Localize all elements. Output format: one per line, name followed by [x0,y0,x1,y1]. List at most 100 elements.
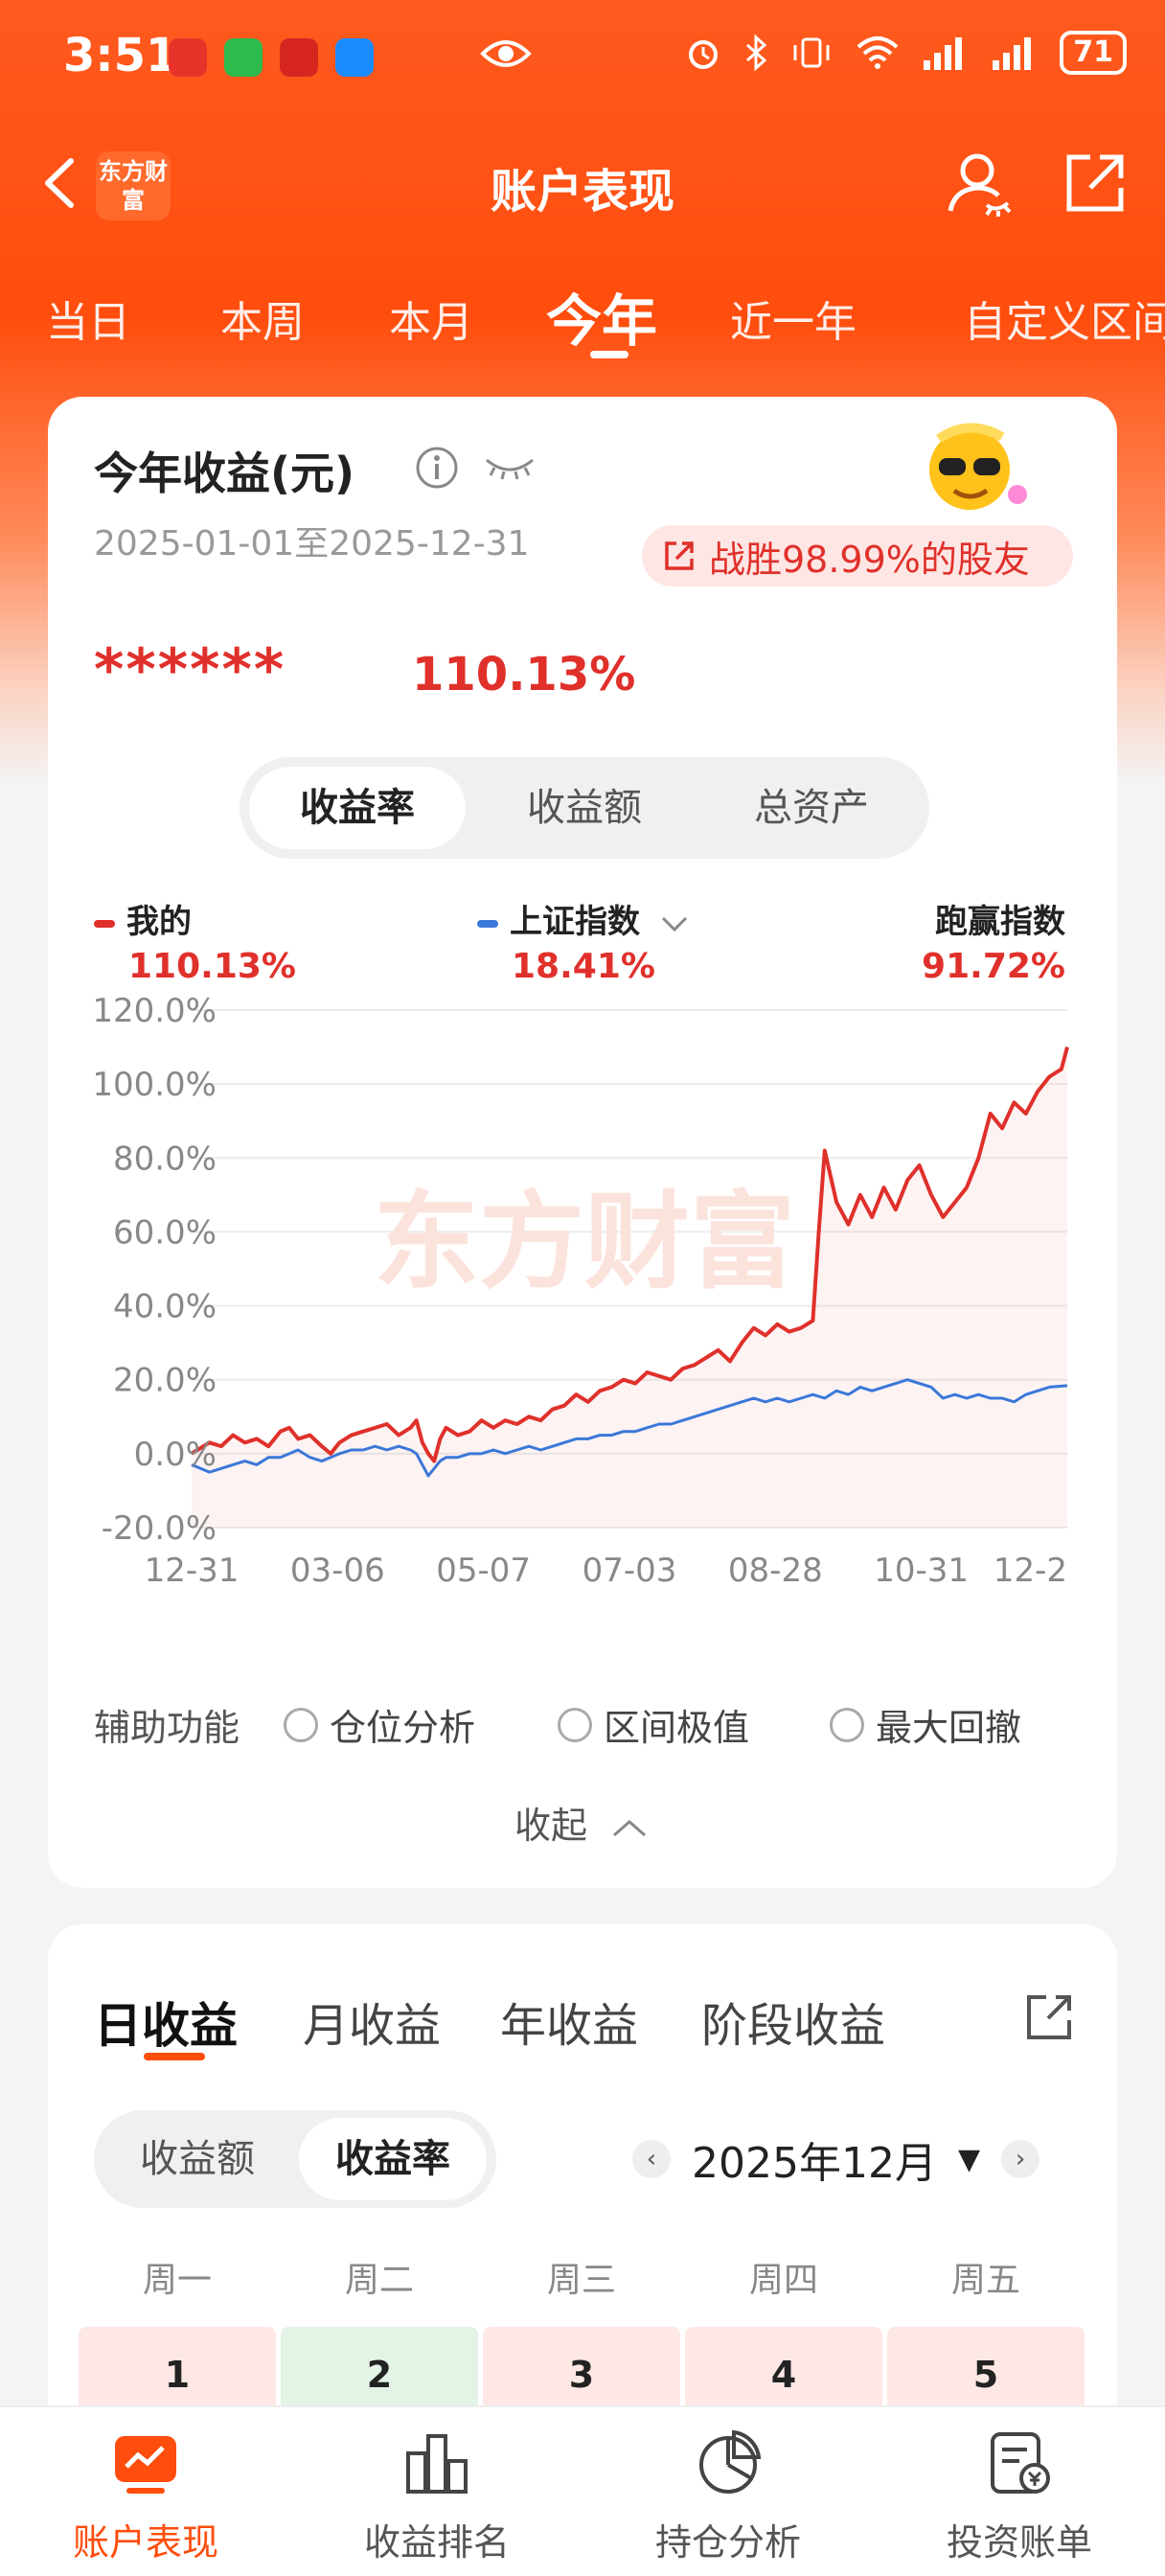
metric-tab-total-assets[interactable]: 总资产 [754,786,869,830]
y-tick-label: 0.0% [134,1436,217,1474]
chart-x-ticks: 12-31 03-06 05-07 07-03 08-28 10-31 12-2 [145,1552,1067,1590]
chart-watermark: 东方财富 [374,1181,795,1303]
search-app-icon [335,38,374,77]
wifi-icon [857,36,899,69]
brand-logo-text: 东方财富 [99,158,168,214]
y-tick-label: -20.0% [102,1509,217,1548]
eye-icon [480,40,532,67]
tab-this-week[interactable]: 本周 [220,298,305,347]
hide-amount-icon[interactable] [481,445,538,491]
status-right-icons: 71 [684,31,1127,75]
legend-index-label: 上证指数 [510,903,640,941]
bottom-nav-account-performance[interactable]: 账户表现 [0,2425,291,2565]
bluetooth-icon [746,34,767,72]
next-month-button[interactable]: › [1001,2140,1040,2178]
y-tick-label: 80.0% [113,1139,217,1178]
sun-mascot-icon [929,423,1027,510]
tab-last-year[interactable]: 近一年 [730,298,857,347]
export-icon[interactable] [1021,1988,1079,2045]
tab-yearly-profit[interactable]: 年收益 [500,1999,639,2053]
series-line-index [191,1378,1068,1478]
status-bar: 3:51 71 [0,0,1165,115]
radio-position-analysis-label: 仓位分析 [330,1707,476,1749]
battery-indicator: 71 [1060,31,1127,75]
prev-month-button[interactable]: ‹ [632,2140,671,2178]
legend-mine-swatch [94,919,115,928]
notification-icons [169,38,374,77]
x-tick-label: 12-31 [145,1552,240,1590]
share-button[interactable] [1062,150,1129,217]
tab-daily-profit[interactable]: 日收益 [94,1998,238,2054]
bottom-nav-investment-bill[interactable]: 投资账单 [874,2425,1165,2565]
radio-circle [284,1707,318,1742]
legend-outperform-label: 跑赢指数 [935,903,1065,941]
back-button[interactable] [33,150,90,217]
profit-metric-segmented-control: 收益额 收益率 [94,2110,496,2208]
y-tick-label: 120.0% [92,992,217,1030]
legend-mine-value: 110.13% [128,947,296,986]
pie-chart-icon [699,2429,762,2494]
radio-range-extremes[interactable]: 区间极值 [558,1698,749,1751]
tab-stage-profit[interactable]: 阶段收益 [701,1999,886,2053]
weekday-thu: 周四 [748,2261,818,2300]
series-line-mine [190,1046,1069,1463]
weekday-mon: 周一 [142,2261,212,2300]
radio-max-drawdown[interactable]: 最大回撤 [830,1698,1021,1751]
bottom-nav-label: 投资账单 [946,2521,1092,2564]
x-tick-label: 03-06 [290,1552,385,1590]
alarm-icon [689,40,719,69]
nav-bar: 东方财富 账户表现 [0,125,1165,240]
tab-this-month[interactable]: 本月 [389,298,473,347]
tab-this-year[interactable]: 今年 [546,288,658,354]
legend-index-value: 18.41% [512,947,655,986]
bottom-nav-profit-ranking[interactable]: 收益排名 [291,2425,582,2565]
beat-peers-badge[interactable]: 战胜98.99%的股友 [642,525,1073,586]
y-tick-label: 60.0% [113,1213,217,1252]
collapse-button[interactable]: 收起 [48,1796,1117,1849]
x-tick-label: 07-03 [582,1552,677,1590]
bottom-nav-label: 收益排名 [363,2521,510,2564]
dropdown-caret-icon[interactable]: ▼ [957,2142,981,2176]
weekday-wed: 周三 [546,2261,616,2300]
info-icon[interactable] [414,445,460,491]
tab-custom-range[interactable]: 自定义区间 [964,298,1165,347]
profit-tab-amount[interactable]: 收益额 [140,2137,255,2181]
user-profile-button[interactable] [945,148,1016,218]
aux-functions-label: 辅助功能 [94,1707,240,1749]
performance-chart-icon [115,2436,176,2494]
month-label[interactable]: 2025年12月 [692,2139,937,2188]
profit-tab-rate[interactable]: 收益率 [299,2118,487,2200]
legend-index-swatch [477,919,498,928]
legend-mine: 我的 [94,895,192,942]
return-rate: 110.13% [412,648,636,702]
taobao-icon [280,38,318,77]
weekday-tue: 周二 [344,2261,414,2300]
collapse-label: 收起 [514,1805,587,1847]
brand-logo: 东方财富 [96,151,171,220]
status-time: 3:51 [63,29,178,82]
bottom-nav-holdings-analysis[interactable]: 持仓分析 [582,2425,874,2565]
chevron-down-icon [661,916,687,932]
chart-series [190,1046,1069,1528]
chart-y-ticks: 120.0% 100.0% 80.0% 60.0% 40.0% 20.0% 0.0% -20.… [92,992,217,1548]
signal-icon-2 [993,37,1032,70]
return-line-chart[interactable]: 东方财富 120.0% 100.0% 80.0% 60.0% 40.0% 20.0% 0.0… [48,991,1117,1681]
vibrate-icon [793,37,830,68]
x-tick-label: 10-31 [874,1552,969,1590]
chevron-up-icon [613,1819,647,1836]
weekday-fri: 周五 [950,2261,1020,2300]
y-tick-label: 40.0% [113,1288,217,1326]
bottom-nav-label: 持仓分析 [654,2521,801,2564]
metric-tab-return-amount[interactable]: 收益额 [527,786,642,830]
legend-index[interactable]: 上证指数 [477,895,692,942]
tab-today[interactable]: 当日 [46,298,130,347]
metric-tab-return-rate[interactable]: 收益率 [249,767,466,849]
signal-icon [924,37,963,70]
tab-monthly-profit[interactable]: 月收益 [303,1999,442,2053]
bottom-nav-label: 账户表现 [72,2521,218,2564]
x-tick-label: 12-2 [994,1552,1067,1590]
month-navigator: ‹ 2025年12月 ▼ › [632,2126,1040,2193]
radio-position-analysis[interactable]: 仓位分析 [284,1698,475,1751]
wechat-icon [224,38,263,77]
legend-outperform-value: 91.72% [922,947,1065,986]
